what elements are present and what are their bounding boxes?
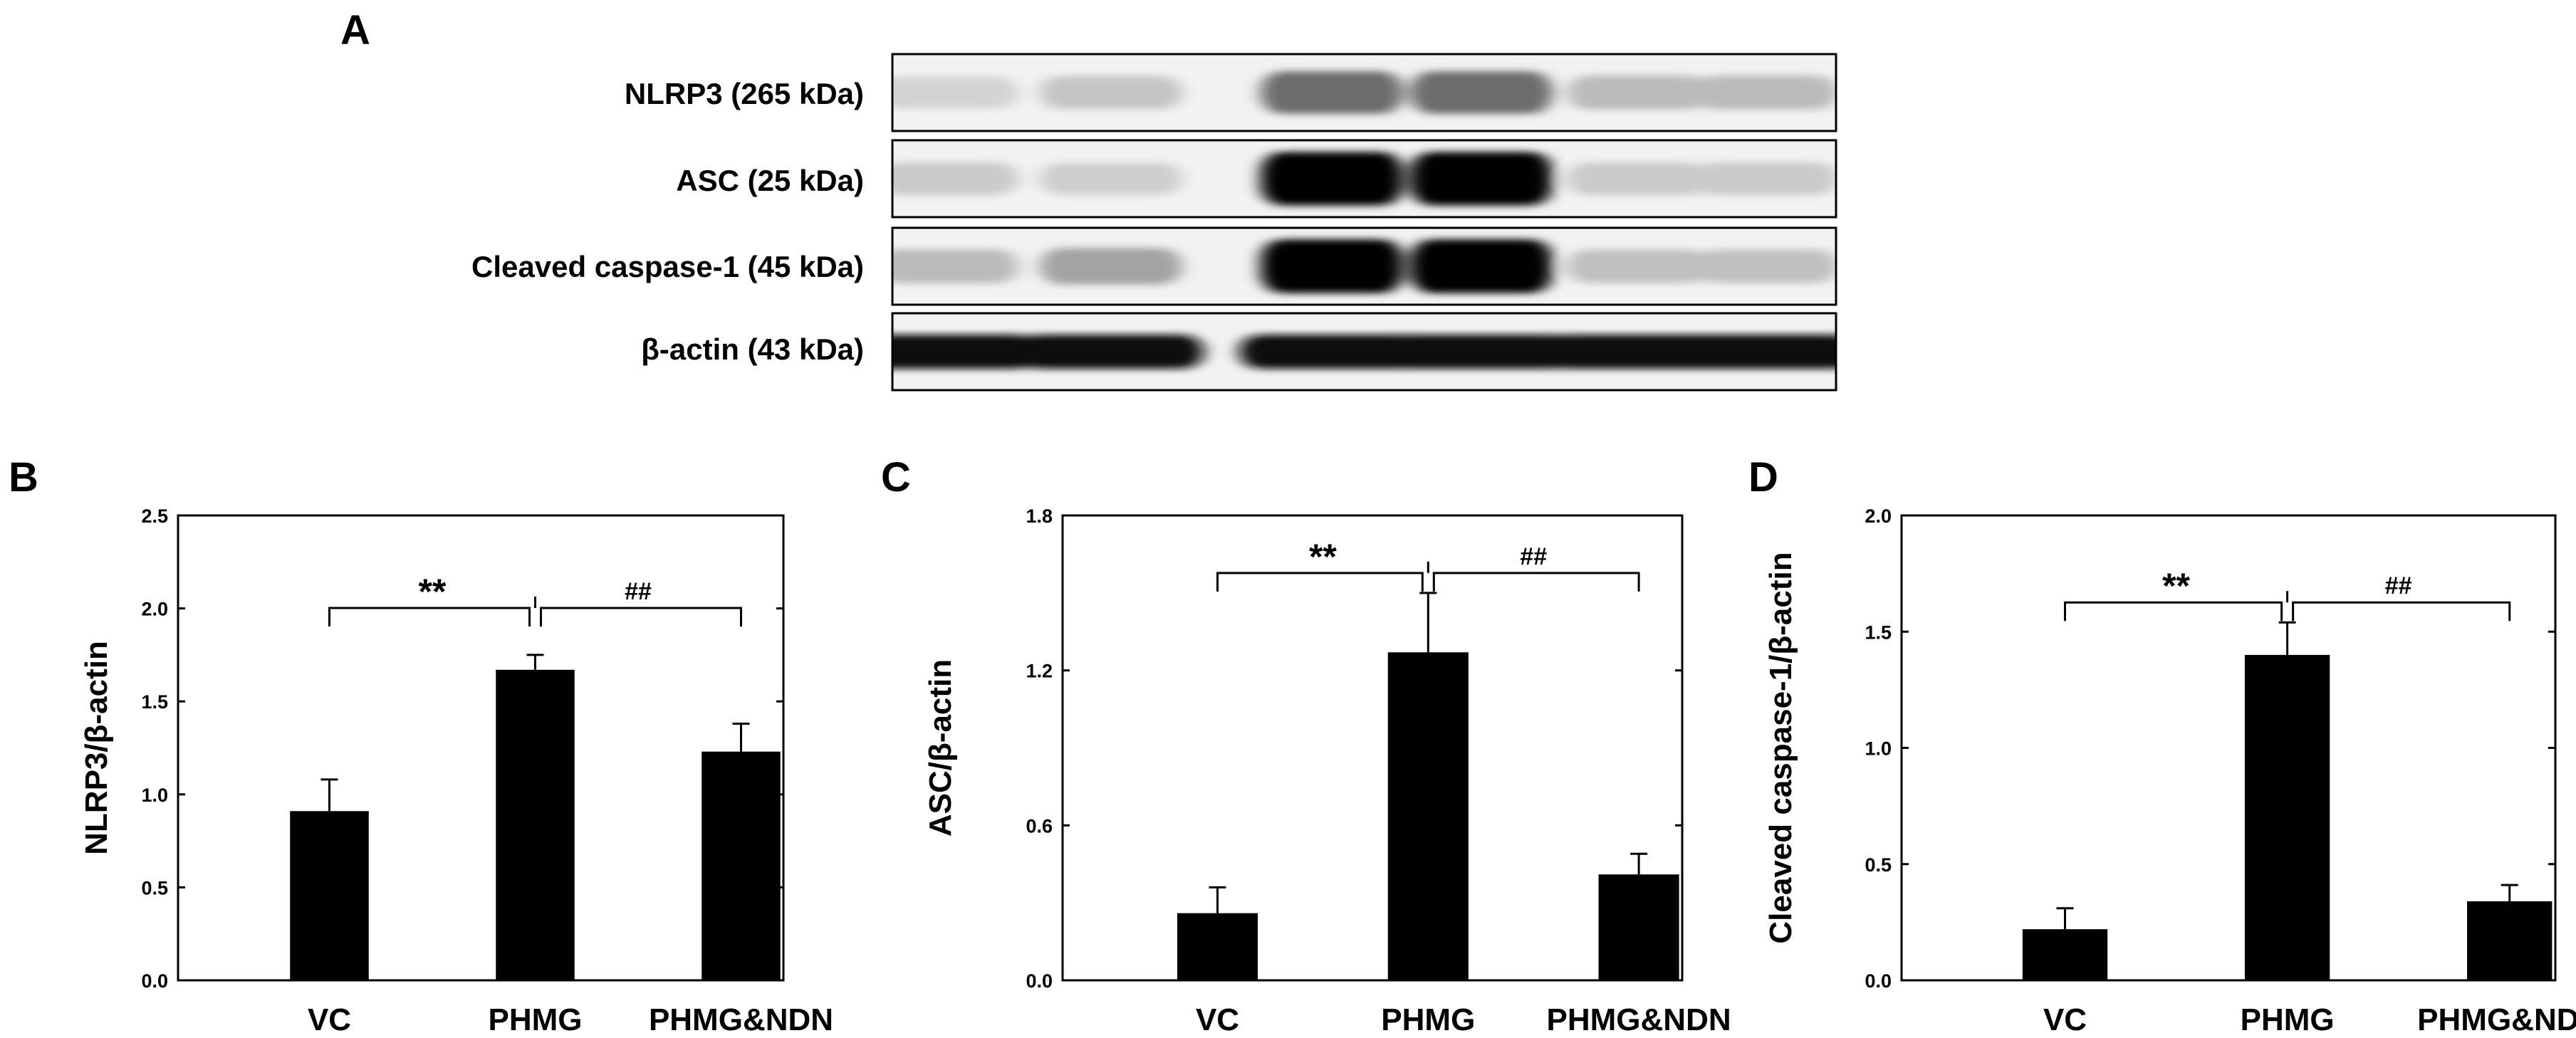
panel-letter-a: A	[340, 7, 370, 53]
blot-band	[1567, 249, 1709, 283]
blot-band-group	[892, 152, 1836, 206]
blot-band	[1261, 71, 1403, 114]
bar-phmg-ndn	[702, 751, 781, 980]
blot-band	[1389, 335, 1574, 369]
blot-label-cleaved-caspase-1: Cleaved caspase-1 (45 kDa)	[471, 250, 864, 283]
significance-marker-phmg-vs-ndn: ##	[1520, 543, 1547, 570]
y-tick-label: 1.8	[1026, 505, 1053, 527]
chart-d-cleaved-caspase-1: 0.0 0.5 1.0 1.5 2.0 Cleaved caspase-1/β-actin…	[1763, 505, 2576, 1037]
significance-marker-vc-vs-phmg: **	[1309, 537, 1337, 577]
blot-band	[1695, 75, 1836, 110]
blot-band	[892, 162, 1018, 195]
blot-band	[1239, 335, 1424, 369]
bar-phmg	[496, 669, 575, 980]
significance-marker-phmg-vs-ndn: ##	[2385, 572, 2412, 599]
blot-band	[892, 249, 1018, 283]
blot-band-group	[892, 335, 1836, 369]
blot-strips	[891, 53, 1837, 392]
y-tick-label: 2.5	[141, 505, 168, 527]
blot-band	[1695, 162, 1836, 195]
y-tick-label: 0.0	[141, 970, 168, 992]
x-category-label: PHMG&NDN	[1547, 1002, 1731, 1037]
x-category-label: VC	[2043, 1002, 2087, 1037]
blot-label-nlrp3: NLRP3 (265 kDa)	[625, 77, 864, 110]
y-axis-label: NLRP3/β-actin	[79, 641, 114, 855]
y-tick-label: 1.0	[1865, 738, 1892, 760]
x-category-label: PHMG	[2241, 1002, 2335, 1037]
panel-letter-b: B	[9, 454, 38, 500]
x-category-label: PHMG	[1381, 1002, 1475, 1037]
blot-band	[1261, 239, 1403, 293]
blot-band	[1040, 248, 1182, 285]
blot-band	[1410, 239, 1553, 293]
bar-phmg	[1387, 652, 1469, 980]
panel-a-western-blot: A NLRP3 (265 kDa) ASC (25 kDa) Cleaved c…	[340, 7, 1837, 392]
blot-band	[1261, 152, 1403, 206]
significance-marker-vc-vs-phmg: **	[419, 572, 447, 612]
chart-c-asc: 0.0 0.6 1.2 1.8 ASC/β-actin VC PHMG PHMG&NDN ** #…	[923, 505, 1731, 1037]
bar-vc	[2022, 929, 2108, 980]
y-axis-label: Cleaved caspase-1/β-actin	[1763, 552, 1798, 943]
blot-band	[1410, 152, 1553, 206]
y-tick-label: 0.0	[1026, 970, 1053, 992]
y-tick-label: 1.0	[141, 785, 168, 806]
significance-bracket	[2064, 601, 2283, 622]
blot-band	[1674, 335, 1836, 369]
x-category-label: PHMG&NDN	[649, 1002, 833, 1037]
y-tick-label: 2.0	[141, 599, 168, 620]
plot-frame	[1061, 514, 1684, 982]
blot-label-beta-actin: β-actin (43 kDa)	[641, 332, 864, 366]
blot-band	[1567, 162, 1709, 195]
x-category-label: VC	[1196, 1002, 1239, 1037]
significance-bracket	[328, 607, 531, 627]
plot-frame	[1900, 514, 2557, 982]
blot-strip-border	[891, 53, 1837, 132]
panel-letter-d: D	[1748, 454, 1778, 500]
y-tick-label: 2.0	[1865, 505, 1892, 527]
blot-band	[1018, 335, 1204, 369]
y-tick-label: 1.5	[1865, 622, 1892, 643]
y-tick-label: 0.5	[1865, 854, 1892, 876]
x-category-label: VC	[308, 1002, 351, 1037]
y-tick-label: 0.0	[1865, 970, 1892, 992]
y-tick-label: 1.5	[141, 691, 168, 713]
panel-letter-c: C	[881, 454, 911, 500]
blot-band	[1695, 249, 1836, 283]
blot-band-group	[892, 239, 1836, 293]
y-tick-label: 0.6	[1026, 815, 1053, 837]
significance-bracket	[540, 607, 742, 627]
y-axis-label: ASC/β-actin	[923, 659, 958, 837]
blot-band-group	[892, 71, 1836, 114]
x-category-label: PHMG	[489, 1002, 583, 1037]
blot-label-asc: ASC (25 kDa)	[676, 164, 864, 197]
chart-b-nlrp3: 0.0 0.5 1.0 1.5 2.0 2.5 NLRP3/β-actin VC PHMG PHM…	[79, 505, 833, 1037]
blot-band	[892, 335, 1040, 369]
blot-band	[1567, 75, 1709, 110]
blot-band	[1040, 162, 1182, 195]
significance-marker-phmg-vs-ndn: ##	[625, 578, 652, 605]
significance-bracket	[2292, 601, 2511, 622]
bar-vc	[290, 811, 369, 980]
blot-strip-border	[891, 139, 1837, 219]
blot-band	[892, 76, 1018, 109]
blot-band	[1410, 71, 1553, 114]
y-tick-label: 0.5	[141, 877, 168, 898]
blot-strip-border	[891, 226, 1837, 306]
plot-frame	[177, 514, 785, 982]
significance-marker-vc-vs-phmg: **	[2162, 566, 2190, 606]
bar-vc	[1177, 913, 1258, 980]
bar-phmg-ndn	[1598, 874, 1679, 980]
significance-bracket	[1216, 572, 1424, 592]
y-tick-label: 1.2	[1026, 661, 1053, 682]
blot-band	[1040, 75, 1182, 110]
blot-strip-border	[891, 312, 1837, 392]
significance-bracket	[1432, 572, 1640, 592]
x-category-label: PHMG&NDN	[2417, 1002, 2576, 1037]
bar-phmg-ndn	[2467, 901, 2552, 980]
bar-phmg	[2244, 654, 2330, 980]
